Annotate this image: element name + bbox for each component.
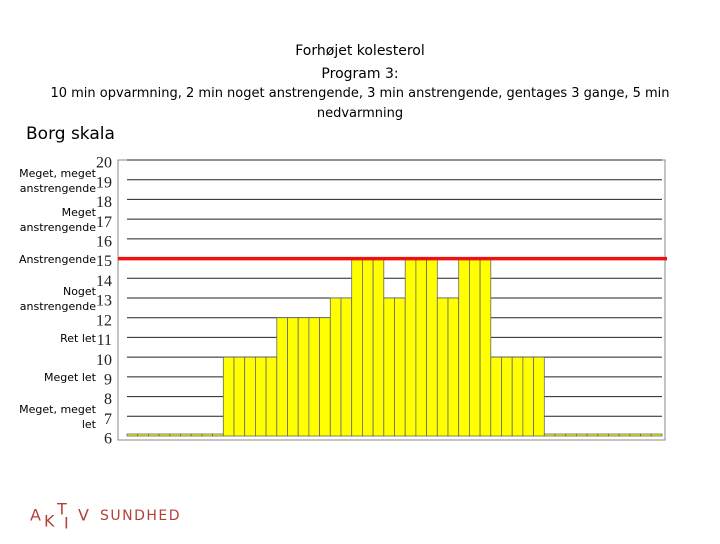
bar — [212, 433, 224, 437]
scale-label: Meget, meget let — [19, 403, 96, 432]
bar — [618, 433, 631, 437]
scale-label-box: Anstrengende — [18, 253, 96, 267]
y-tick-label: 8 — [104, 391, 112, 408]
scale-label: Noget anstrengende — [19, 285, 96, 313]
scale-label: Meget, meget anstrengende — [19, 166, 96, 195]
bar — [511, 356, 524, 437]
y-tick-label: 11 — [97, 332, 112, 349]
bar — [287, 317, 299, 437]
y-tick-label: 17 — [96, 214, 112, 231]
chart-title: Forhøjet kolesterol — [295, 43, 425, 59]
y-tick-label: 9 — [104, 372, 112, 389]
bar — [233, 356, 246, 437]
bar — [522, 356, 535, 437]
logo-letter: A — [30, 506, 41, 525]
y-tick-label: 13 — [96, 293, 112, 310]
bar — [554, 433, 567, 437]
logo: A K T I V SUNDHED — [30, 500, 181, 533]
y-tick-label: 7 — [104, 411, 112, 428]
bar — [533, 356, 545, 437]
bar — [319, 317, 331, 437]
bar — [137, 433, 149, 437]
scale-label: Ret let — [60, 331, 96, 345]
bar — [340, 297, 353, 437]
y-tick-label: 14 — [96, 273, 112, 290]
y-tick-label: 10 — [96, 352, 112, 369]
bar — [415, 258, 427, 437]
bar — [372, 258, 385, 437]
bar — [254, 356, 267, 437]
y-tick-label: 20 — [96, 155, 112, 172]
bar — [479, 258, 492, 437]
scale-label: Meget let — [44, 371, 96, 385]
bar — [265, 356, 278, 437]
bar — [361, 258, 374, 437]
chart-subtitle: Program 3: — [321, 66, 398, 82]
y-axis-label: Borg skala — [26, 124, 115, 144]
logo-letter: T — [56, 500, 67, 519]
y-tick-label: 15 — [96, 253, 112, 270]
bar — [426, 258, 438, 437]
scale-label-box: Noget anstrengende — [19, 285, 96, 313]
bar — [436, 297, 449, 437]
bar — [297, 317, 310, 437]
scale-label-box: Ret let — [60, 331, 96, 345]
bar — [147, 433, 160, 437]
logo-letter: I — [64, 514, 69, 533]
bar — [394, 297, 406, 437]
logo-letter: V — [78, 506, 89, 525]
description: 10 min opvarmning, 2 min noget anstrenge… — [50, 86, 670, 121]
scale-label-box: Meget, meget anstrengende — [19, 166, 96, 195]
bar — [329, 297, 342, 437]
bar — [501, 356, 513, 437]
bar — [586, 433, 599, 437]
scale-label-box: Meget, meget let — [19, 403, 96, 432]
bar — [244, 356, 256, 437]
scale-label: Anstrengende — [18, 253, 96, 267]
bar — [158, 433, 171, 437]
bar — [308, 317, 320, 437]
bar — [543, 433, 556, 437]
bar — [597, 433, 609, 437]
bar — [468, 258, 481, 437]
description-box: 10 min opvarmning, 2 min noget anstrenge… — [50, 86, 670, 121]
y-tick-label: 18 — [96, 194, 112, 211]
bar — [126, 433, 139, 437]
bar — [180, 433, 192, 437]
y-tick-label: 19 — [96, 174, 112, 191]
logo-word: SUNDHED — [100, 508, 181, 524]
scale-label-box: Meget let — [44, 371, 96, 385]
bar — [629, 433, 642, 437]
bar — [404, 258, 417, 437]
bar — [640, 433, 652, 437]
logo-letter: K — [44, 512, 55, 531]
y-tick-label: 12 — [96, 312, 112, 329]
bar — [169, 433, 181, 437]
bar — [276, 317, 288, 437]
scale-label: Meget anstrengende — [19, 206, 96, 235]
bar — [447, 297, 460, 437]
bar — [201, 433, 213, 437]
bar — [650, 433, 663, 437]
y-tick-label: 16 — [96, 234, 112, 251]
bar — [190, 433, 203, 437]
scale-label-box: Meget anstrengende — [19, 206, 96, 235]
bar — [458, 258, 470, 437]
bar — [351, 258, 363, 437]
bar — [383, 297, 395, 437]
y-tick-label: 6 — [104, 431, 112, 448]
bar — [222, 356, 235, 437]
bar — [490, 356, 502, 437]
bar — [608, 433, 620, 437]
bar — [565, 433, 577, 437]
bar — [576, 433, 588, 437]
